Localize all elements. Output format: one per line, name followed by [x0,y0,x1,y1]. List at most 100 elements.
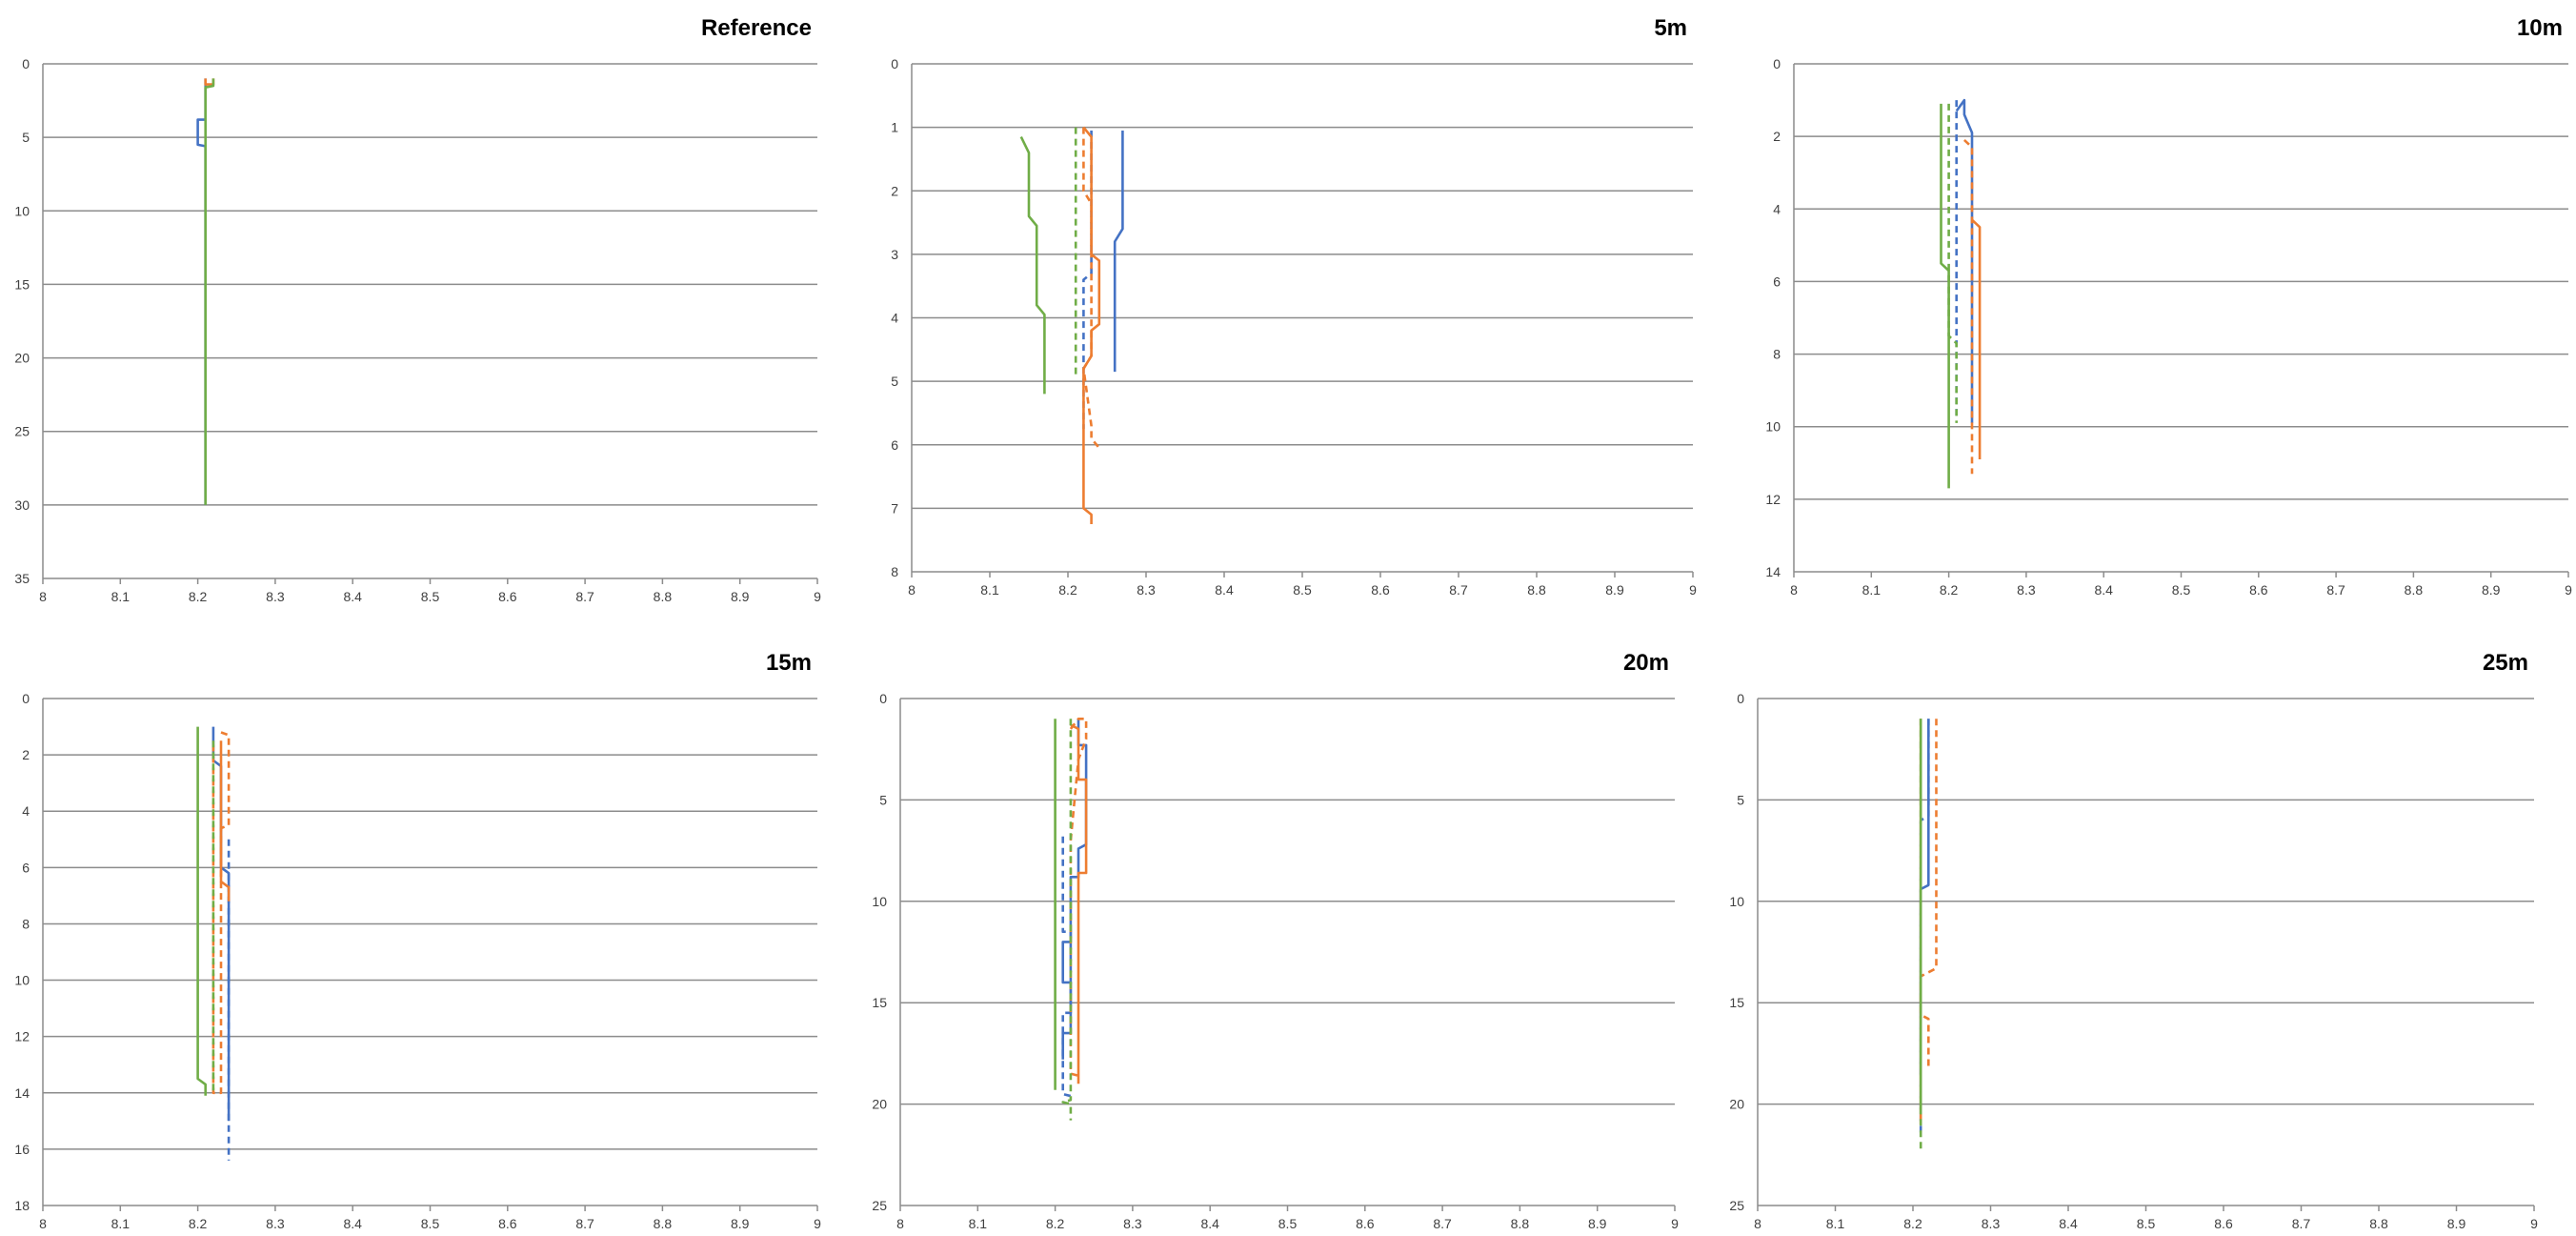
x-tick-label: 8.1 [1826,1216,1845,1231]
x-tick-label: 8.4 [1200,1216,1219,1231]
chart-title: 25m [2483,650,2528,676]
chart-panel-3: 0 2 4 6 8 10 12 14 8 8.1 8.2 8.3 8.4 8.5 8.6 8.7 8.8 8.9 9… [1765,15,2572,598]
series-line-4 [1963,138,1974,475]
y-tick-label: 25 [872,1198,887,1213]
x-tick-label: 9 [1689,582,1697,598]
chart-panel-2: 0 1 2 3 4 5 6 7 88 8.1 8.2 8.3 8.4 8.5 8.6 8.7 8.8 8.9 9 5m [891,15,1697,598]
y-tick-label: 10 [872,894,887,909]
x-tick-label: 8 [39,589,47,604]
y-tick-label: 20 [14,351,30,366]
y-tick-label: 20 [1729,1097,1744,1112]
x-tick-label: 8.5 [1278,1216,1298,1231]
x-tick-label: 8.3 [1137,582,1156,598]
x-tick-label: 8.7 [1433,1216,1452,1231]
x-tick-label: 8.3 [2017,582,2036,598]
x-tick-label: 8.4 [1215,582,1234,598]
x-tick-label: 8.2 [1903,1216,1922,1231]
x-tick-label: 8.3 [1982,1216,2001,1231]
series-line-2 [1061,836,1073,1098]
y-tick-label: 25 [1729,1198,1744,1213]
y-tick-label: 4 [891,311,898,326]
x-tick-label: 8.9 [1588,1216,1607,1231]
x-tick-label: 8 [908,582,916,598]
y-tick-label: 0 [22,56,30,71]
x-tick-label: 8.8 [2369,1216,2388,1231]
y-tick-label: 6 [1773,274,1781,289]
x-tick-label: 8.2 [1940,582,1959,598]
y-tick-label: 35 [14,571,30,586]
y-tick-label: 10 [14,203,30,218]
x-tick-label: 8.8 [2405,582,2424,598]
x-tick-label: 8.2 [189,1216,208,1231]
y-tick-label: 6 [891,437,898,453]
series-line-3 [1070,723,1088,1084]
y-tick-label: 0 [879,691,887,706]
x-tick-label: 8.3 [1123,1216,1142,1231]
chart-title: 15m [766,650,812,676]
series-line-5 [1019,136,1046,395]
series-line-1 [1955,98,1974,423]
series-line-3 [219,740,231,902]
x-tick-label: 8.5 [2172,582,2191,598]
y-tick-label: 10 [14,973,30,988]
series-line-3 [1971,218,1982,459]
y-tick-label: 7 [891,500,898,516]
series-line-1 [1061,719,1088,1060]
y-tick-label: 0 [891,56,898,71]
x-tick-label: 9 [1671,1216,1679,1231]
chart-panel-4: 0 2 4 6 8 10 12 14 16 18 8 8.1 8.2 8.3 8.4 8.5 8.6 8.7 8.8… [14,650,821,1231]
x-tick-label: 8 [39,1216,47,1231]
series-line-1 [1113,131,1124,373]
x-tick-label: 8.8 [654,589,673,604]
y-tick-label: 15 [14,276,30,292]
y-tick-label: 4 [1773,201,1781,216]
x-tick-label: 8.9 [2482,582,2501,598]
chart-panel-5: 0 5 10 15 20 25 8 8.1 8.2 8.3 8.4 8.5 8.6 8.7 8.8 8.9 9 2… [872,650,1679,1231]
x-tick-label: 9 [2565,582,2572,598]
y-tick-label: 14 [1765,564,1781,579]
x-tick-label: 8.1 [111,589,131,604]
x-tick-label: 8.2 [1058,582,1077,598]
x-tick-label: 9 [814,1216,821,1231]
y-tick-label: 0 [22,691,30,706]
chart-panel-6: 0 5 10 15 20 25 8 8.1 8.2 8.3 8.4 8.5 8.6 8.7 8.8 8.9 9 2… [1729,650,2538,1231]
x-tick-label: 8.4 [343,1216,362,1231]
x-tick-label: 8.2 [189,589,208,604]
x-tick-label: 8.6 [1371,582,1390,598]
y-tick-label: 18 [14,1198,30,1213]
x-tick-label: 8.5 [2137,1216,2156,1231]
x-tick-label: 8 [1790,582,1798,598]
y-tick-label: 4 [22,803,30,819]
x-tick-label: 8.9 [731,589,750,604]
x-tick-label: 8.7 [1449,582,1468,598]
x-tick-label: 8.7 [2326,582,2345,598]
y-tick-label: 5 [1737,792,1744,807]
x-tick-label: 9 [2530,1216,2538,1231]
x-tick-label: 8.4 [343,589,362,604]
series-line-3 [1082,126,1101,524]
x-tick-label: 8.9 [2447,1216,2466,1231]
x-tick-label: 8.5 [1293,582,1312,598]
y-tick-label: 0 [1773,56,1781,71]
y-tick-label: 5 [22,130,30,145]
series-line-5 [196,726,207,1096]
y-tick-label: 1 [891,120,898,135]
chart-title: 10m [2517,15,2563,41]
y-tick-label: 14 [14,1085,30,1101]
x-tick-label: 8.5 [421,1216,440,1231]
series-line-6 [1947,103,1958,423]
x-tick-label: 8.3 [266,1216,285,1231]
y-tick-label: 8 [22,916,30,931]
chart-title: 5m [1654,15,1687,41]
series-line-4 [211,731,231,1095]
x-tick-label: 8.3 [266,589,285,604]
y-tick-label: 12 [14,1029,30,1044]
x-tick-label: 8.6 [498,1216,517,1231]
y-tick-label: 10 [1729,894,1744,909]
x-tick-label: 8.2 [1046,1216,1065,1231]
y-tick-label: 25 [14,424,30,439]
x-tick-label: 8.6 [498,589,517,604]
series-line-3 [204,78,215,505]
y-tick-label: 10 [1765,419,1781,435]
chart-title: 20m [1623,650,1669,676]
